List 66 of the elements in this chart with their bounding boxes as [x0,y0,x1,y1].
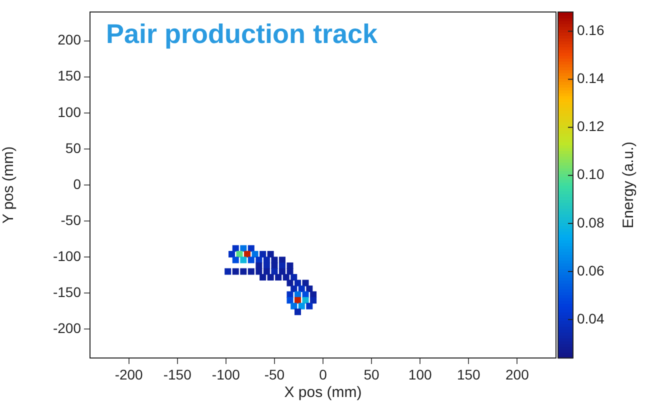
x-tick-label: 50 [364,366,380,382]
x-tick-label: -200 [114,366,144,382]
point [278,256,286,264]
point [294,297,302,304]
point [286,280,294,286]
point [240,256,247,264]
point [228,250,235,258]
point [271,256,278,264]
point [290,286,298,292]
color-bar-label: 0.04 [577,310,604,326]
point [290,302,298,310]
point [294,308,302,316]
point [240,245,247,252]
y-tick-label: 50 [65,140,82,156]
point [298,286,305,292]
y-tick-label: 150 [58,68,82,84]
point [310,297,317,304]
y-tick-label: 0 [73,176,82,192]
point [248,245,254,252]
point [290,274,298,281]
color-bar-title: Energy (a.u.) [620,142,638,228]
x-tick-label: -50 [264,366,285,382]
color-bar-label: 0.06 [577,262,604,278]
point [306,286,313,292]
y-tick-label: -50 [60,212,82,228]
x-tick-label: -100 [212,366,240,382]
x-tick-label: 100 [408,366,432,382]
point [260,274,266,281]
y-tick-label: -150 [52,284,82,300]
y-tick-label: 200 [58,32,82,48]
point [263,268,270,275]
color-bar-label: 0.14 [577,70,604,86]
x-axis-title: X pos (mm) [284,384,362,402]
color-bar-label: 0.08 [577,214,604,230]
point [232,268,239,275]
color-bar-label: 0.16 [577,22,604,38]
point [256,256,262,264]
point [282,274,290,281]
point [232,245,239,252]
point [286,268,294,275]
point [248,268,254,275]
color-bar-label: 0.10 [577,166,604,182]
point [267,274,274,281]
y-axis-title: Y pos (mm) [0,146,18,224]
chart-title: Pair production track [106,18,379,49]
y-tick-label: -200 [52,320,82,336]
point [224,268,232,275]
point [286,297,294,304]
point [263,256,270,264]
x-tick-label: 200 [505,366,530,382]
y-tick-label: 100 [58,104,82,120]
y-tick-label: -100 [52,248,82,264]
x-tick-label: -150 [163,366,192,382]
point [256,268,262,275]
point [232,256,239,264]
x-tick-label: 150 [456,366,481,382]
color-bar-label: 0.12 [577,118,604,134]
point [278,268,286,275]
point [298,302,305,310]
point [275,274,282,281]
point [271,268,278,275]
point [306,302,313,310]
x-tick-label: 0 [319,366,328,382]
point [302,297,309,304]
point [248,256,254,264]
point [240,268,247,275]
